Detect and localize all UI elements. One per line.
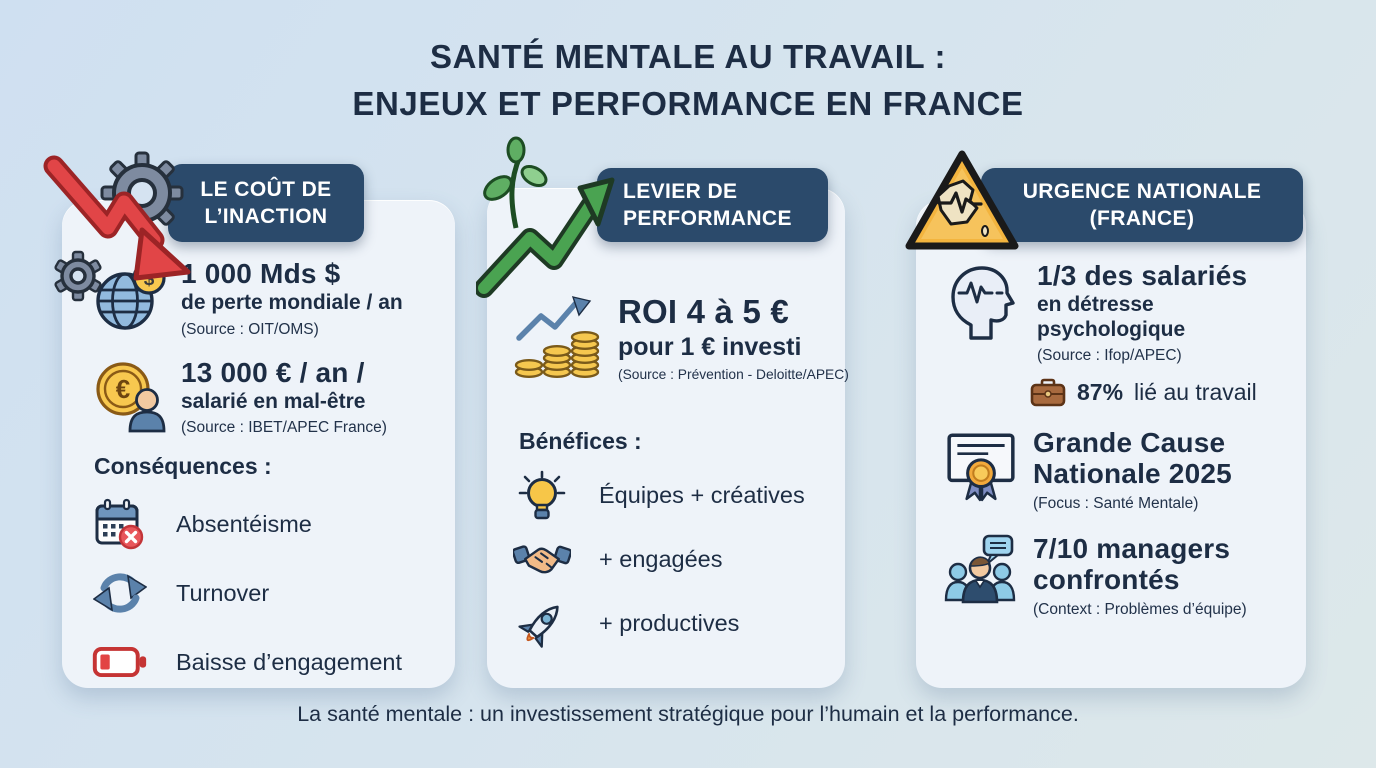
stat-grande-cause: Grande Cause Nationale 2025 (Focus : San…	[942, 427, 1288, 513]
stat-cost-per-employee: € 13 000 € / an / salarié en mal-être (S…	[92, 357, 435, 438]
list-item-label: Équipes + créatives	[599, 482, 805, 509]
work-related-pct: 87%	[1077, 378, 1124, 405]
warning-triangle-france-icon	[903, 146, 1021, 256]
stat-value: ROI 4 à 5 €	[618, 293, 789, 330]
stat-source: (Source : Prévention - Deloitte/APEC)	[618, 366, 849, 382]
stat-grande-cause-text: Grande Cause Nationale 2025 (Focus : San…	[1033, 427, 1283, 513]
plant-growth-arrow-icon	[474, 136, 616, 301]
stat-value: Grande Cause Nationale 2025	[1033, 427, 1232, 490]
header-cost-of-inaction: LE COÛT DE L’INACTION	[168, 164, 364, 242]
footer-tagline: La santé mentale : un investissement str…	[297, 702, 1079, 726]
stat-source: (Source : OIT/OMS)	[181, 320, 319, 338]
list-item-engaged: + engagées	[513, 531, 827, 589]
list-item-label: Absentéisme	[176, 510, 312, 537]
stat-managers: 7/10 managers confrontés (Context : Prob…	[942, 533, 1288, 619]
stat-work-related: 87% lié au travail	[1030, 377, 1288, 407]
rocket-icon	[513, 596, 571, 652]
stat-distress: 1/3 des salariés en détresse psychologiq…	[942, 260, 1288, 365]
list-item-productive: + productives	[513, 595, 827, 653]
list-item-label: Turnover	[176, 579, 270, 606]
stat-label: pour 1 € investi	[618, 332, 802, 361]
stat-roi: ROI 4 à 5 € pour 1 € investi (Source : P…	[513, 293, 849, 382]
stat-source: (Source : Ifop/APEC)	[1037, 347, 1182, 365]
page-title: SANTÉ MENTALE AU TRAVAIL : ENJEUX ET PER…	[0, 34, 1376, 128]
card-performance-content: ROI 4 à 5 € pour 1 € investi (Source : P…	[487, 188, 849, 688]
stat-label: en détresse psychologique	[1037, 293, 1186, 341]
stat-managers-text: 7/10 managers confrontés (Context : Prob…	[1033, 533, 1273, 619]
stat-cost-per-employee-text: 13 000 € / an / salarié en mal-être (Sou…	[181, 357, 387, 438]
card-cost-of-inaction: $ 1 000 Mds $ de perte mondiale / an (So…	[62, 200, 455, 688]
handshake-icon	[513, 536, 571, 584]
stat-source: (Focus : Santé Mentale)	[1033, 494, 1199, 512]
list-item-label: + engagées	[599, 546, 723, 573]
page-title-line2: ENJEUX ET PERFORMANCE EN FRANCE	[352, 84, 1024, 122]
stat-value: 13 000 € / an /	[181, 356, 365, 388]
stat-label: de perte mondiale / an	[181, 291, 403, 315]
managers-chat-icon	[942, 533, 1020, 607]
page-title-line1: SANTÉ MENTALE AU TRAVAIL :	[429, 38, 947, 75]
head-pulse-icon	[942, 260, 1024, 342]
card-performance-lever: ROI 4 à 5 € pour 1 € investi (Source : P…	[487, 188, 849, 688]
card-national-urgency: 1/3 des salariés en détresse psychologiq…	[916, 200, 1306, 688]
svg-text:$: $	[144, 269, 155, 290]
consequences-title: Conséquences :	[94, 453, 272, 480]
certificate-medal-icon	[942, 427, 1020, 503]
list-item-turnover: Turnover	[92, 565, 435, 621]
stat-label: salarié en mal-être	[181, 390, 366, 414]
benefits-title: Bénéfices :	[519, 427, 642, 454]
stat-roi-text: ROI 4 à 5 € pour 1 € investi (Source : P…	[618, 293, 849, 382]
stat-value: 1/3 des salariés	[1037, 260, 1248, 291]
gears-decline-icon	[42, 138, 202, 323]
lightbulb-icon	[513, 468, 571, 524]
stat-value: 1 000 Mds $	[181, 258, 341, 289]
list-item-absenteeism: Absentéisme	[92, 496, 435, 552]
stat-value: 7/10 managers confrontés	[1033, 532, 1231, 596]
calendar-cancel-icon	[92, 497, 148, 551]
card-urgency-content: 1/3 des salariés en détresse psychologiq…	[916, 200, 1306, 688]
turnover-arrows-icon	[92, 566, 148, 620]
work-related-label: lié au travail	[1134, 378, 1257, 405]
stat-source: (Context : Problèmes d’équipe)	[1033, 600, 1247, 618]
stat-source: (Source : IBET/APEC France)	[181, 419, 387, 437]
list-item-engagement-drop: Baisse d’engagement	[92, 634, 435, 690]
header-performance-lever: LEVIER DE PERFORMANCE	[597, 168, 828, 242]
euro-coin-person-icon: €	[92, 357, 168, 433]
list-item-label: Baisse d’engagement	[176, 648, 403, 675]
stat-distress-text: 1/3 des salariés en détresse psychologiq…	[1037, 260, 1247, 365]
header-national-urgency: URGENCE NATIONALE (FRANCE)	[981, 168, 1303, 242]
list-item-label: + productives	[599, 610, 740, 637]
list-item-creative-teams: Équipes + créatives	[513, 467, 827, 525]
coins-growth-icon	[513, 294, 605, 380]
stat-global-loss-text: 1 000 Mds $ de perte mondiale / an (Sour…	[181, 258, 403, 339]
briefcase-icon	[1030, 377, 1066, 407]
battery-low-icon	[92, 643, 148, 681]
svg-text:€: €	[116, 374, 130, 404]
